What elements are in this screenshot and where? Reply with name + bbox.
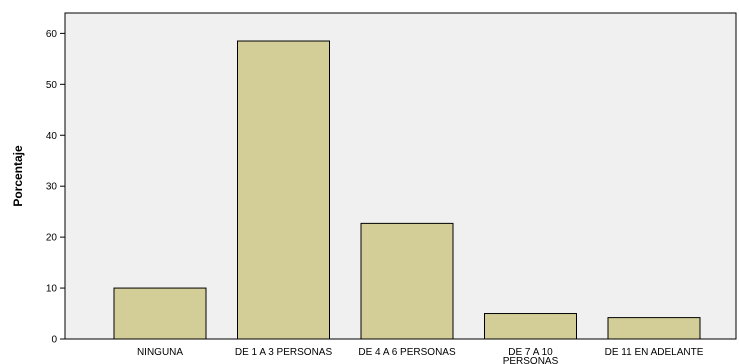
y-tick-label: 10 [46,284,58,295]
bar [237,40,330,340]
y-tick-label: 0 [51,335,57,346]
y-tick-label: 60 [46,29,58,40]
x-category-label: DE 4 A 6 PERSONAS [358,347,456,358]
bar [360,222,454,340]
bar [113,287,207,340]
x-category-label: DE 7 A 10 PERSONAS [503,347,559,364]
bar [607,317,701,340]
bar [484,313,577,340]
x-category-label: DE 11 EN ADELANTE [605,347,704,358]
y-tick-label: 40 [46,131,58,142]
y-tick-label: 30 [46,182,58,193]
y-axis-title: Porcentaje [11,145,25,207]
x-axis-labels: NINGUNA DE 1 A 3 PERSONAS DE 4 A 6 PERSONA… [137,347,704,364]
y-tick-label: 50 [46,80,58,91]
y-axis-ticks: 0 10 20 30 40 50 60 [46,29,65,346]
y-tick-label: 20 [46,233,58,244]
x-category-label: DE 1 A 3 PERSONAS [235,347,333,358]
x-category-label: NINGUNA [137,347,183,358]
bars [113,40,701,340]
